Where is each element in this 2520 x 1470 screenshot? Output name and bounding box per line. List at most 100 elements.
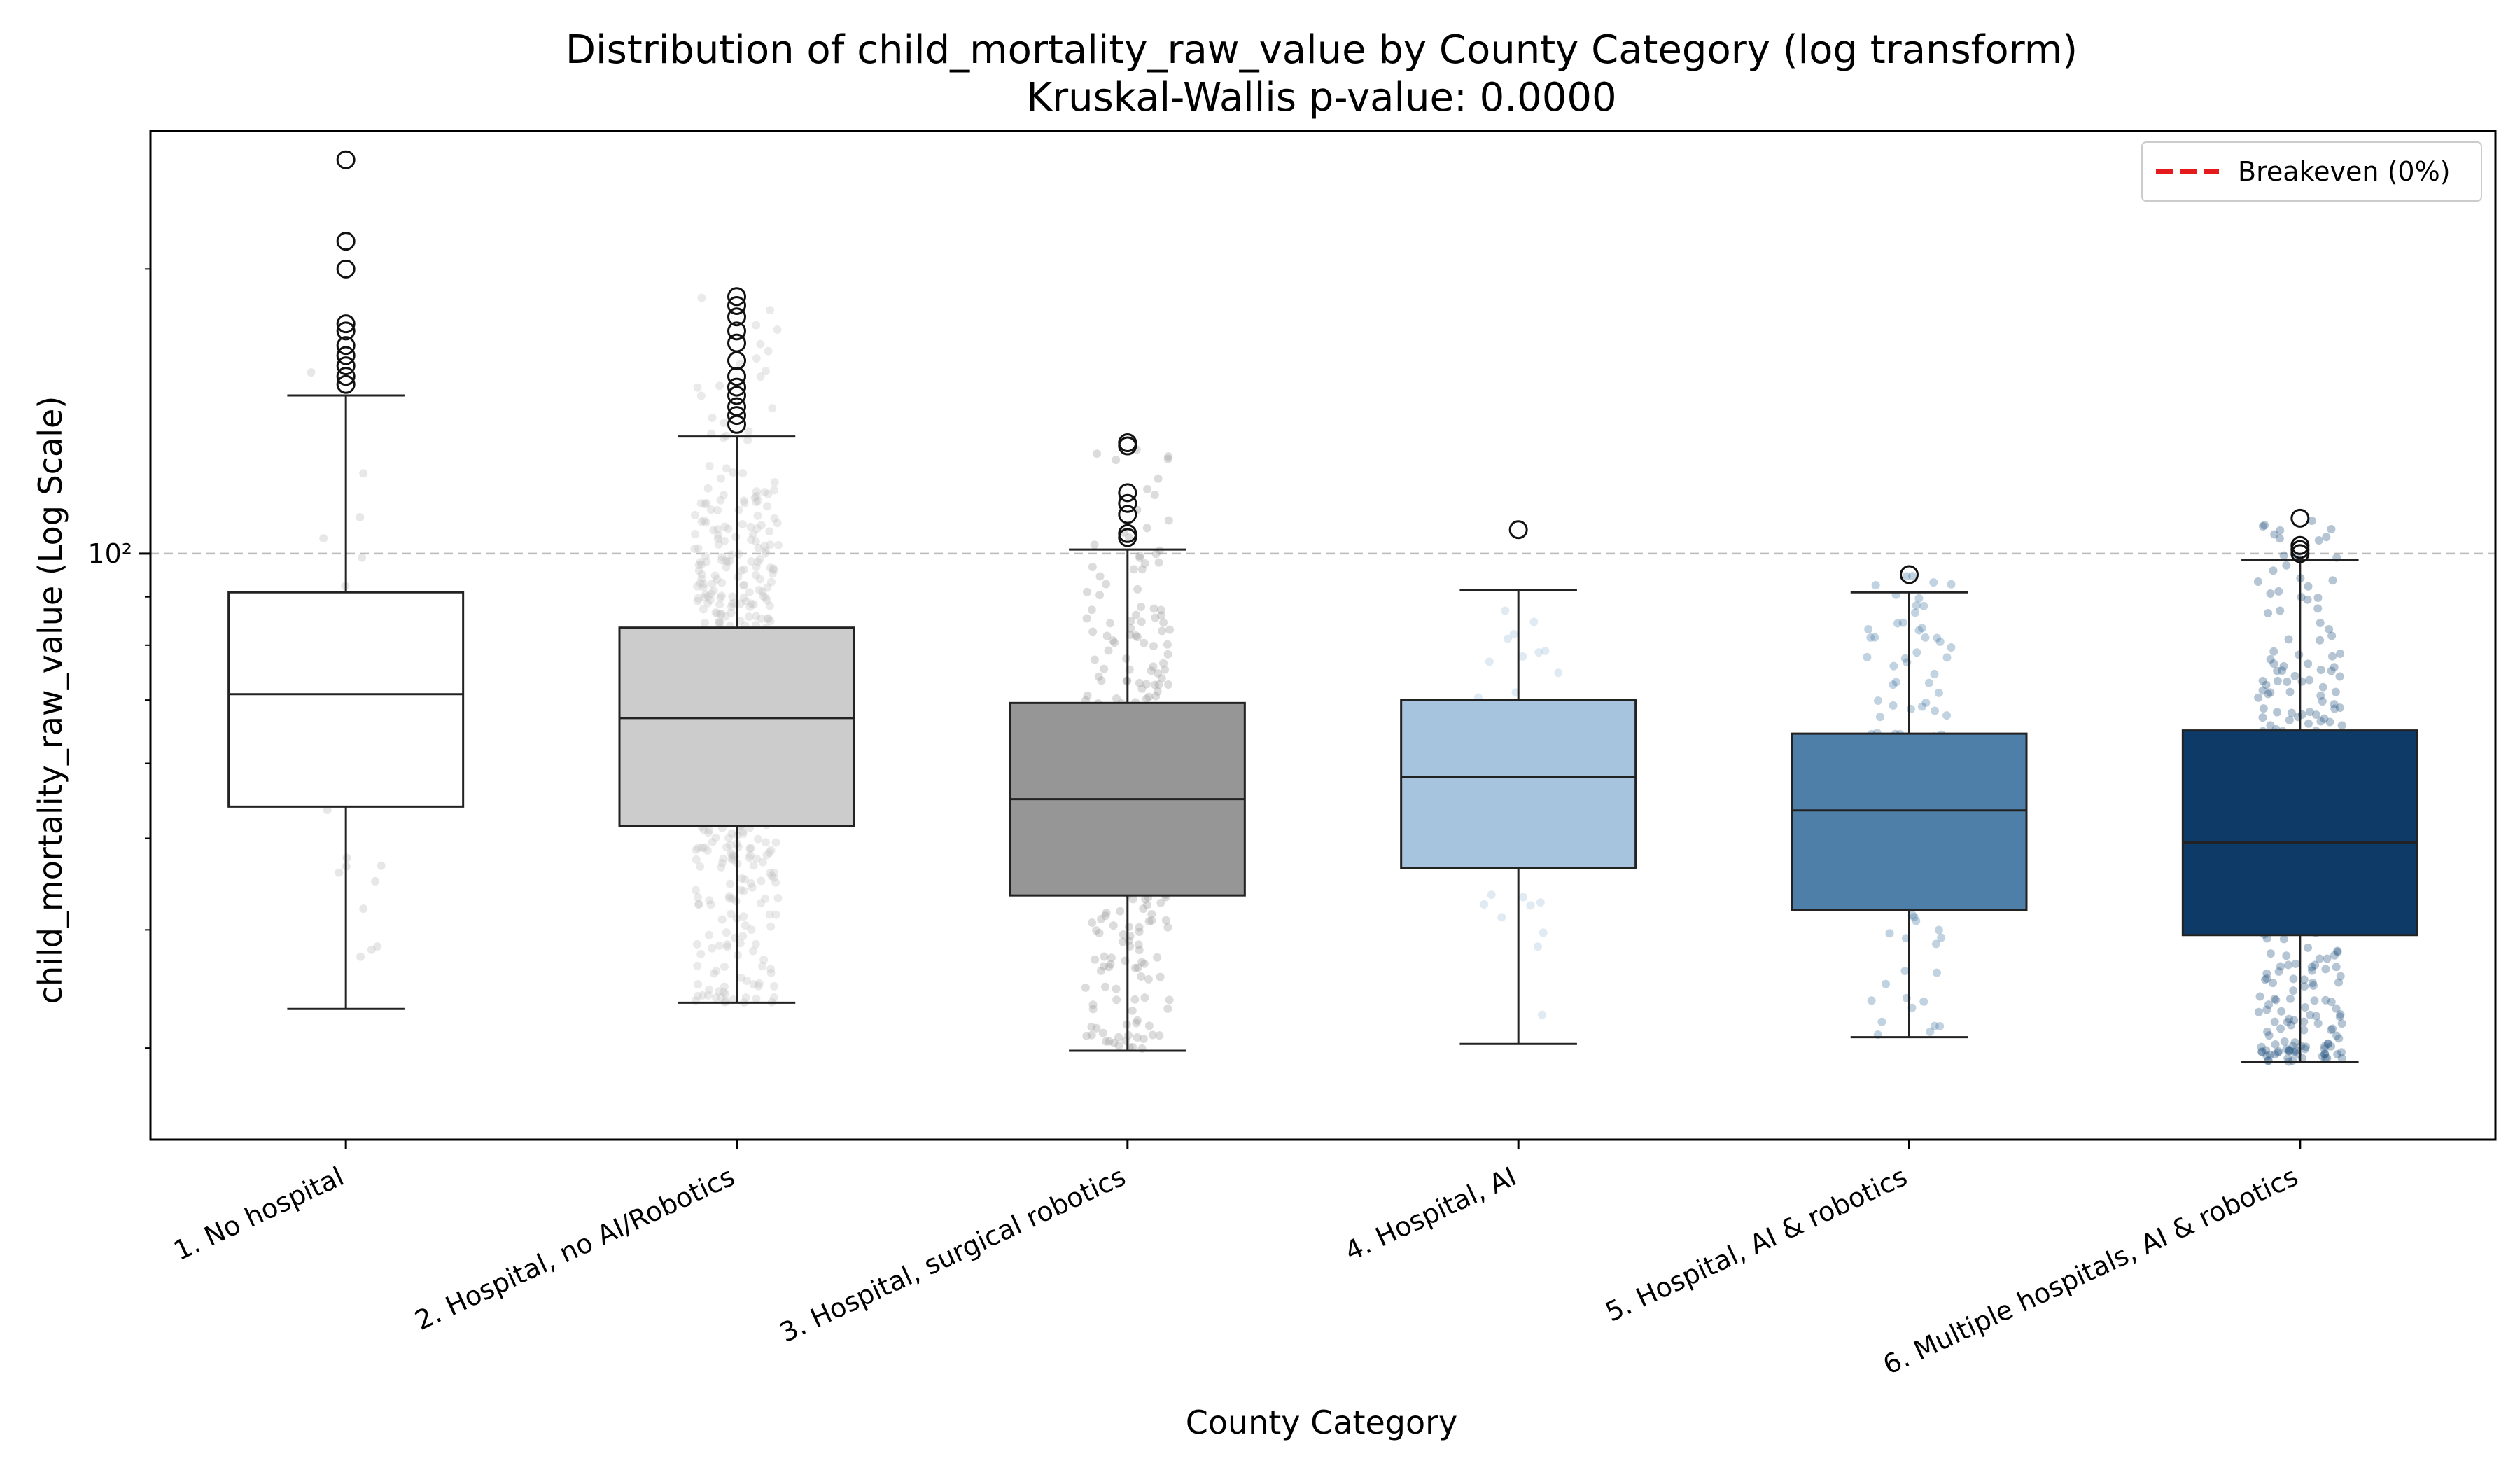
data-point	[2327, 1026, 2336, 1035]
data-point	[711, 833, 720, 842]
data-point	[766, 564, 775, 573]
data-point	[1126, 617, 1135, 626]
data-point	[2326, 1042, 2335, 1051]
outlier-point	[727, 406, 746, 426]
data-point	[774, 894, 783, 903]
data-point	[1912, 601, 1921, 610]
data-point	[2290, 1016, 2299, 1025]
data-point	[726, 841, 735, 850]
data-point	[766, 578, 776, 587]
data-point	[717, 862, 726, 872]
outlier-point	[336, 374, 356, 394]
data-point	[2253, 577, 2262, 586]
data-point	[769, 486, 778, 495]
data-point	[743, 436, 752, 445]
data-point	[1138, 958, 1147, 967]
data-point	[704, 930, 713, 939]
data-point	[1163, 923, 1172, 932]
data-point	[1870, 633, 1879, 642]
data-point	[2320, 1049, 2330, 1058]
data-point	[704, 484, 713, 493]
data-point	[720, 982, 729, 991]
data-point	[1497, 913, 1506, 922]
data-point	[700, 593, 709, 602]
outlier-point	[336, 321, 356, 341]
data-point	[761, 367, 770, 376]
data-point	[1912, 916, 1921, 925]
data-point	[2320, 1054, 2330, 1063]
data-point	[693, 893, 702, 902]
data-point	[713, 609, 722, 618]
data-point	[2300, 1017, 2309, 1026]
data-point	[1097, 676, 1106, 685]
data-point	[764, 489, 773, 498]
data-point	[728, 592, 737, 601]
data-point	[2321, 995, 2330, 1004]
data-point	[2309, 981, 2318, 990]
data-point	[741, 875, 750, 884]
data-point	[2263, 1027, 2272, 1036]
data-point	[694, 566, 704, 575]
data-point	[2316, 717, 2325, 726]
data-point	[1109, 636, 1118, 645]
data-point	[692, 845, 701, 854]
data-point	[1142, 524, 1152, 533]
data-point	[739, 496, 748, 505]
data-point	[1912, 648, 1921, 657]
data-point	[1090, 655, 1099, 664]
data-point	[2333, 1050, 2342, 1059]
data-point	[771, 910, 780, 919]
data-point	[736, 939, 745, 948]
x-tick-label: 5. Hospital, AI & robotics	[1601, 1161, 1912, 1328]
data-point	[1152, 550, 1161, 559]
data-point	[1157, 674, 1166, 683]
data-point	[2285, 1014, 2294, 1023]
data-point	[2302, 1042, 2311, 1051]
data-point	[708, 580, 717, 589]
data-point	[701, 590, 710, 599]
data-point	[1931, 706, 1940, 715]
data-point	[691, 886, 700, 895]
data-point	[2323, 954, 2332, 963]
data-point	[704, 990, 713, 1000]
data-point	[766, 922, 776, 931]
data-point	[761, 838, 770, 847]
outlier-point	[727, 287, 746, 307]
data-point	[1122, 654, 1131, 663]
outlier-point	[336, 259, 356, 279]
data-point	[1156, 972, 1165, 981]
data-point	[2318, 1052, 2327, 1061]
data-point	[762, 596, 771, 605]
data-point	[356, 513, 365, 522]
data-point	[746, 844, 755, 853]
data-point	[2332, 962, 2341, 972]
data-point	[1139, 904, 1148, 913]
data-point	[2316, 618, 2325, 627]
data-point	[760, 488, 769, 497]
data-point	[743, 976, 752, 986]
data-point	[1937, 933, 1946, 942]
data-point	[1143, 900, 1152, 909]
data-point	[2336, 972, 2345, 981]
data-point	[727, 909, 736, 918]
data-point	[774, 540, 783, 550]
data-point	[1501, 606, 1510, 615]
data-point	[749, 980, 758, 989]
data-point	[715, 941, 724, 950]
data-point	[1135, 923, 1144, 932]
data-point	[699, 580, 708, 589]
data-point	[696, 862, 705, 871]
data-point	[748, 883, 757, 892]
data-point	[2315, 954, 2324, 963]
data-point	[2276, 606, 2285, 615]
data-point	[319, 534, 328, 543]
data-point	[716, 496, 725, 505]
data-point	[703, 846, 712, 855]
data-point	[728, 599, 737, 608]
data-point	[694, 980, 703, 989]
data-point	[771, 838, 780, 847]
data-point	[2320, 1044, 2329, 1054]
data-point	[724, 894, 734, 903]
data-point	[1139, 1034, 1148, 1043]
data-point	[1092, 1023, 1101, 1032]
